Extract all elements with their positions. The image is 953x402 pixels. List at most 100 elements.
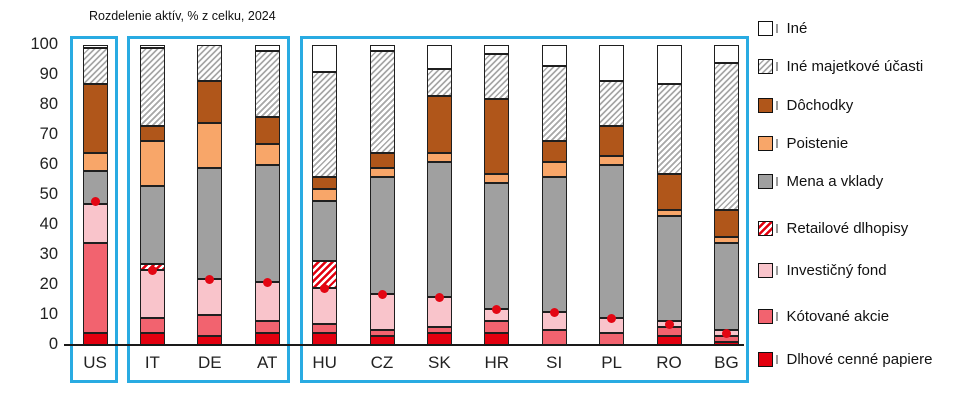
bar-segment xyxy=(599,45,625,81)
legend-item: Dlhové cenné papiere xyxy=(758,351,932,368)
bar-segment xyxy=(197,168,223,279)
red-dot-marker xyxy=(664,319,674,329)
bar-segment xyxy=(312,177,338,189)
bar-segment xyxy=(254,45,280,51)
bar-hr xyxy=(484,45,510,345)
legend-tick xyxy=(776,355,778,364)
bar-hu xyxy=(312,45,338,345)
legend-item: Dôchodky xyxy=(758,97,853,114)
bar-segment xyxy=(713,237,739,243)
legend-item: Iné majetkové účasti xyxy=(758,58,923,75)
y-axis-tick-label: 20 xyxy=(39,275,58,293)
bar-segment xyxy=(312,189,338,201)
x-axis-label-sk: SK xyxy=(428,353,451,372)
bar-segment xyxy=(139,141,165,186)
legend-label: Iné xyxy=(786,20,808,37)
bar-segment xyxy=(312,45,338,72)
x-axis-label-de: DE xyxy=(197,353,222,372)
chart-title: Rozdelenie aktív, % z celku, 2024 xyxy=(89,9,276,23)
bar-pl xyxy=(599,45,625,345)
legend-swatch xyxy=(758,174,773,189)
bar-segment xyxy=(82,48,108,84)
y-axis-tick-label: 90 xyxy=(39,65,58,83)
x-axis-label-ro: RO xyxy=(656,353,682,372)
bar-segment xyxy=(254,321,280,333)
bar-segment xyxy=(82,243,108,333)
red-dot-marker xyxy=(721,328,731,338)
legend-item: Mena a vklady xyxy=(758,173,883,190)
y-axis-tick-label: 40 xyxy=(39,215,58,233)
legend-tick xyxy=(776,101,778,110)
x-axis-line xyxy=(64,344,744,346)
legend-swatch xyxy=(758,98,773,113)
bar-segment xyxy=(713,210,739,237)
bar-segment xyxy=(369,177,395,294)
legend-item: Investičný fond xyxy=(758,262,887,279)
x-axis-label-si: SI xyxy=(546,353,563,372)
bar-segment xyxy=(139,45,165,48)
bar-segment xyxy=(254,117,280,144)
bar-segment xyxy=(713,243,739,330)
bar-segment xyxy=(82,204,108,243)
x-axis-label-hu: HU xyxy=(312,353,337,372)
x-axis-label-cz: CZ xyxy=(370,353,394,372)
red-dot-marker xyxy=(377,289,387,299)
legend-swatch xyxy=(758,59,773,74)
bar-us xyxy=(82,45,108,345)
bar-segment xyxy=(139,48,165,126)
bar-segment xyxy=(484,54,510,99)
legend-item: Kótované akcie xyxy=(758,308,889,325)
bar-segment xyxy=(541,66,567,141)
bar-segment xyxy=(599,156,625,165)
legend-item: Iné xyxy=(758,20,807,37)
bar-segment xyxy=(656,174,682,210)
bar-segment xyxy=(369,45,395,51)
x-axis-label-at: AT xyxy=(256,353,278,372)
bar-segment xyxy=(369,51,395,153)
bar-segment xyxy=(254,165,280,282)
group-box-1 xyxy=(70,36,118,383)
bar-cz xyxy=(369,45,395,345)
y-axis-tick-label: 0 xyxy=(48,335,58,353)
legend-label: Kótované akcie xyxy=(786,308,890,325)
bar-segment xyxy=(197,279,223,315)
x-axis-label-it: IT xyxy=(144,353,160,372)
legend-label: Dôchodky xyxy=(786,97,854,114)
bar-segment xyxy=(369,168,395,177)
legend-swatch xyxy=(758,352,773,367)
bar-segment xyxy=(82,153,108,171)
bar-segment xyxy=(541,141,567,162)
red-dot-marker xyxy=(607,313,617,323)
bar-it xyxy=(139,45,165,345)
bar-segment xyxy=(599,165,625,318)
bar-segment xyxy=(713,63,739,210)
legend-label: Retailové dlhopisy xyxy=(786,220,909,237)
bar-sk xyxy=(426,45,452,345)
bar-segment xyxy=(312,288,338,324)
bar-segment xyxy=(426,45,452,69)
bar-segment xyxy=(426,327,452,333)
bar-segment xyxy=(426,153,452,162)
red-dot-marker xyxy=(549,307,559,317)
bar-segment xyxy=(656,84,682,174)
legend-label: Dlhové cenné papiere xyxy=(786,351,933,368)
red-dot-marker xyxy=(147,265,157,275)
bar-segment xyxy=(312,324,338,333)
red-dot-marker xyxy=(320,283,330,293)
legend-swatch xyxy=(758,21,773,36)
bar-segment xyxy=(139,318,165,333)
y-axis-tick-label: 100 xyxy=(30,35,58,53)
y-axis-tick-label: 10 xyxy=(39,305,58,323)
bar-segment xyxy=(369,330,395,336)
bar-segment xyxy=(484,321,510,333)
y-axis-tick-label: 50 xyxy=(39,185,58,203)
bar-bg xyxy=(713,45,739,345)
x-axis-label-hr: HR xyxy=(484,353,510,372)
bar-segment xyxy=(197,123,223,168)
y-axis-tick-label: 60 xyxy=(39,155,58,173)
legend-label: Mena a vklady xyxy=(786,173,884,190)
group-box-2 xyxy=(127,36,291,383)
bar-segment xyxy=(656,45,682,84)
legend-tick xyxy=(776,224,778,233)
bar-at xyxy=(254,45,280,345)
